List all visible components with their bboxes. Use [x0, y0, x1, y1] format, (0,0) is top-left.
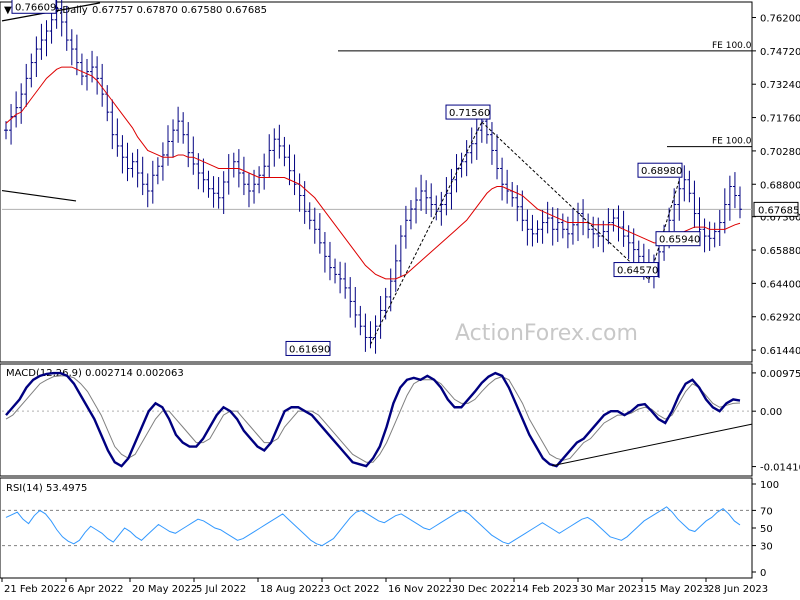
price-annotation-label: 0.76609 — [15, 2, 56, 13]
fibo-dashed-up — [370, 121, 483, 345]
x-tick-label: 6 Apr 2022 — [68, 584, 123, 595]
rsi-line-group — [5, 506, 741, 547]
x-tick-label: 3 Oct 2022 — [324, 584, 379, 595]
price-annotation-box — [11, 0, 57, 14]
fe-level-label: FE 100.0 — [712, 41, 752, 51]
x-tick-label: 5 Jul 2022 — [196, 584, 246, 595]
price-annotation-label: 0.64570 — [617, 266, 658, 277]
price-annotation-box — [637, 162, 683, 178]
rsi-tick-label: 50 — [760, 524, 773, 535]
rsi-tick-label: 30 — [760, 542, 773, 553]
fe-level-label: FE 100.0 — [712, 137, 752, 147]
price-annotation-label: 0.65940 — [659, 235, 700, 246]
trendline-mid-left — [1, 189, 77, 202]
rsi-line — [5, 506, 741, 547]
header-symbol-dropdown-icon[interactable]: ▼ — [4, 5, 12, 16]
price-annotation-label: 0.71560 — [449, 108, 490, 119]
price-annotation-box — [285, 340, 331, 356]
x-tick-label: 15 May 2023 — [644, 584, 709, 595]
x-tick-label: 28 Jun 2023 — [708, 584, 768, 595]
moving-average-line — [5, 66, 741, 280]
price-tick-label: 0.62920 — [760, 313, 800, 324]
current-price-box — [753, 201, 799, 217]
price-bars — [4, 0, 742, 354]
rsi-panel-frame — [0, 477, 753, 579]
rsi-title: RSI(14) 53.4975 — [6, 483, 87, 494]
macd-title: MACD(12,26,9) 0.002714 0.002063 — [6, 368, 184, 379]
macd-tick-label: 0.00 — [760, 407, 782, 418]
x-tick-label: 30 Dec 2022 — [452, 584, 516, 595]
fibo-dashed-down — [481, 121, 650, 280]
price-tick-label: 0.68800 — [760, 180, 800, 191]
watermark: ActionForex.com — [455, 321, 638, 346]
moving-average-line — [5, 66, 741, 280]
current-price-label: 0.67685 — [758, 205, 799, 216]
macd-axis: 0.009751 0.00 -0.014107 — [2, 369, 800, 474]
price-tick-label: 0.61440 — [760, 346, 800, 357]
macd-tick-label: 0.009751 — [760, 369, 800, 380]
price-panel-frame — [0, 1, 753, 363]
chart-drawings — [1, 2, 680, 345]
rsi-tick-label: 100 — [760, 480, 779, 491]
price-tick-label: 0.76200 — [760, 14, 800, 25]
price-tick-label: 0.73240 — [760, 80, 800, 91]
rsi-axis: 100 70 50 30 0 — [2, 480, 779, 579]
price-tick-label: 0.70280 — [760, 147, 800, 158]
macd-tick-label: -0.014107 — [760, 463, 800, 474]
macd-trendline — [551, 423, 753, 467]
macd-lines — [5, 371, 753, 468]
price-axis: 0.76200 0.74720 0.73240 0.71760 0.70280 0.688… — [2, 14, 800, 357]
rsi-tick-label: 0 — [760, 568, 766, 579]
price-annotation-box — [613, 262, 659, 278]
macd-line — [5, 371, 741, 468]
x-tick-label: 20 May 2022 — [132, 584, 197, 595]
price-tick-label: 0.74720 — [760, 47, 800, 58]
price-tick-label: 0.65880 — [760, 246, 800, 257]
x-tick-label: 30 Mar 2023 — [580, 584, 643, 595]
header-ohlc: 0.67757 0.67870 0.67580 0.67685 — [92, 5, 267, 16]
price-tick-label: 0.64400 — [760, 279, 800, 290]
price-annotation-box — [655, 231, 701, 247]
rsi-tick-label: 70 — [760, 506, 773, 517]
x-tick-label: 21 Feb 2022 — [4, 584, 66, 595]
price-annotations: FE 100.0 FE 100.0 0.76609 0.71560 0.61690 0.6… — [11, 0, 752, 356]
price-annotation-label: 0.61690 — [289, 344, 330, 355]
price-annotation-label: 0.68980 — [641, 166, 682, 177]
macd-panel-frame — [0, 363, 753, 477]
price-annotation-box — [445, 104, 491, 120]
price-tick-label: 0.67360 — [760, 213, 800, 224]
price-tick-label: 0.71760 — [760, 114, 800, 125]
x-tick-label: 18 Aug 2022 — [260, 584, 324, 595]
x-tick-label: 14 Feb 2023 — [516, 584, 578, 595]
x-tick-label: 16 Nov 2022 — [388, 584, 452, 595]
